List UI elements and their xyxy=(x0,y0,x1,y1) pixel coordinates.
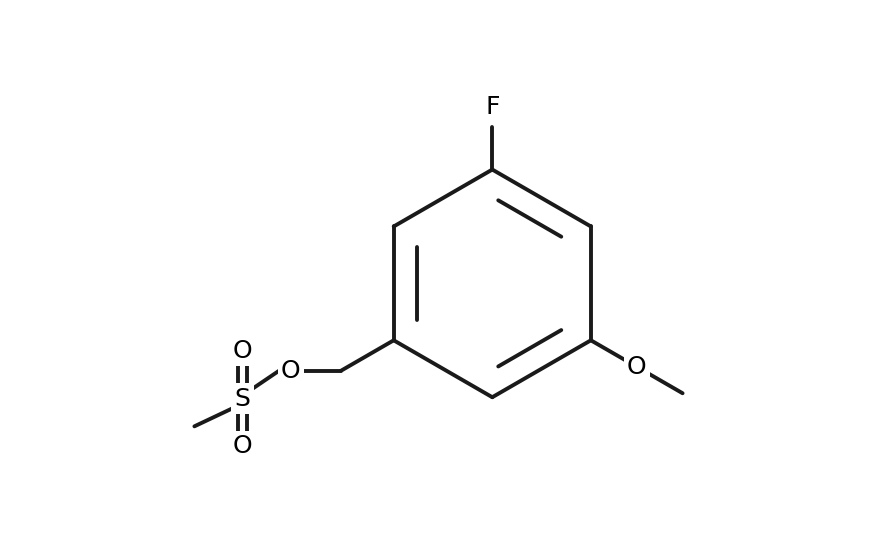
Text: O: O xyxy=(232,339,252,363)
Text: O: O xyxy=(627,355,646,379)
Text: F: F xyxy=(485,95,499,119)
Text: S: S xyxy=(234,386,250,410)
Text: O: O xyxy=(281,359,301,383)
Text: O: O xyxy=(232,434,252,458)
